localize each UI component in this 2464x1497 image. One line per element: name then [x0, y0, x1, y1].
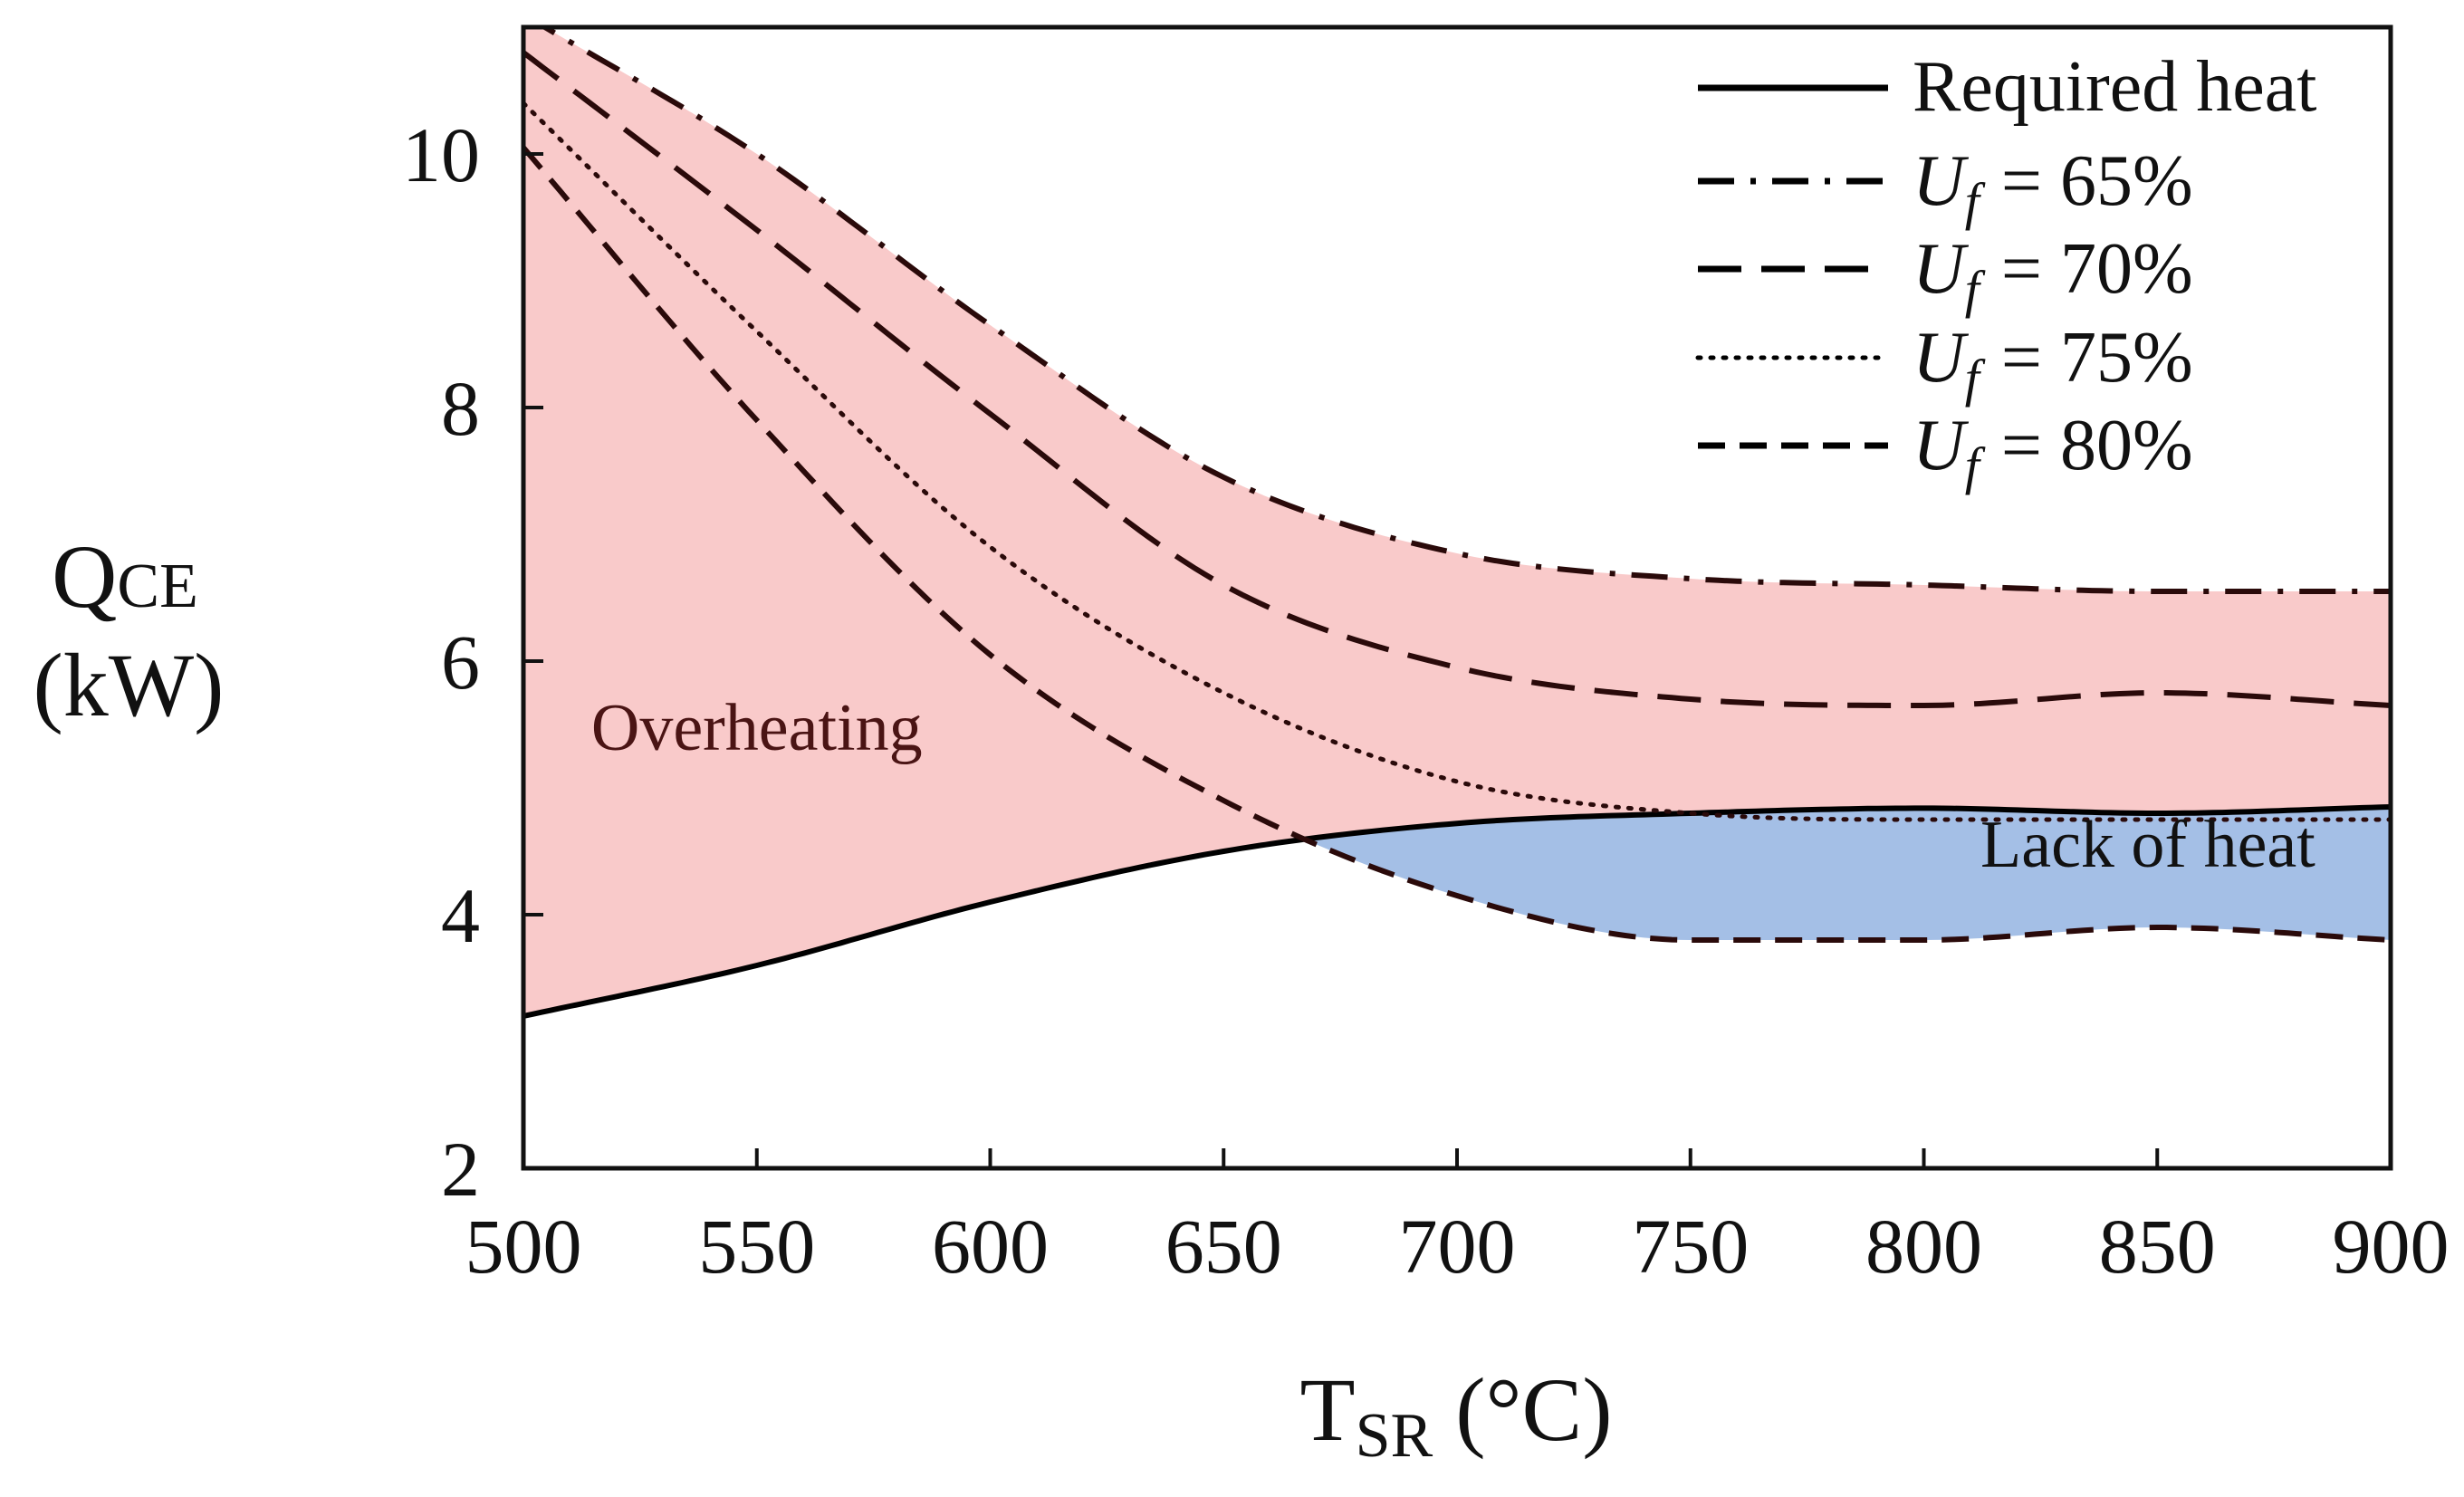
legend-label-uf-75-symbol: U: [1913, 318, 1970, 398]
y-tick-label: 2: [441, 1126, 480, 1213]
x-axis-ticks: 500 550 600 650 700 750 800 850 900: [465, 1148, 2450, 1290]
legend-label-uf-80: Uf = 80%: [1913, 406, 2193, 495]
x-tick-label: 650: [1165, 1203, 1282, 1290]
x-axis-label-main: T: [1299, 1359, 1355, 1460]
y-axis-label-sub: CE: [117, 552, 197, 621]
x-tick-label: 600: [932, 1203, 1049, 1290]
legend-label-uf-80-symbol: U: [1913, 406, 1970, 485]
x-tick-label: 550: [698, 1203, 815, 1290]
x-axis-label-sub: SR: [1356, 1401, 1433, 1471]
y-axis-label-unit: (kW): [34, 635, 225, 735]
series-line-uf-75: [523, 101, 2391, 822]
series-lines: [523, 27, 2391, 1019]
y-tick-label: 6: [441, 619, 480, 705]
region-lack-of-heat: [1308, 807, 2391, 940]
y-tick-label: 10: [402, 111, 480, 198]
shaded-regions: [523, 27, 2391, 1016]
legend-label-uf-70-symbol: U: [1913, 229, 1970, 309]
series-line-uf-65: [539, 27, 2391, 594]
y-axis-label-main: Q: [52, 526, 117, 627]
x-tick-label: 700: [1399, 1203, 1516, 1290]
x-tick-label: 850: [2099, 1203, 2216, 1290]
series-line-uf-80: [523, 146, 2391, 943]
legend-label-uf-75-sub: f: [1965, 349, 1986, 408]
legend-label-uf-70-sub: f: [1965, 260, 1986, 319]
legend-label-uf-65: Uf = 65%: [1913, 141, 2193, 231]
legend-label-uf-80-sub: f: [1965, 437, 1986, 495]
legend-label-uf-65-sub: f: [1965, 172, 1986, 231]
x-tick-label: 800: [1865, 1203, 1982, 1290]
region-label-overheating: Overheating: [591, 691, 923, 765]
y-tick-label: 8: [441, 365, 480, 452]
x-axis-label: TSR (°C): [1299, 1359, 1612, 1471]
legend-label-uf-75: Uf = 75%: [1913, 318, 2193, 408]
x-axis-label-unit: (°C): [1433, 1359, 1612, 1460]
legend-label-required-heat: Required heat: [1913, 47, 2316, 127]
series-line-uf-70: [523, 50, 2391, 708]
region-label-lack-of-heat: Lack of heat: [1980, 808, 2315, 882]
legend-label-uf-70-value: = 70%: [2001, 229, 2193, 309]
x-tick-label: 900: [2333, 1203, 2450, 1290]
x-tick-label: 500: [465, 1203, 582, 1290]
region-overheating: [523, 27, 2391, 1016]
y-axis-ticks: 2 4 6 8 10: [402, 111, 543, 1213]
series-line-required-heat: [523, 804, 2391, 1019]
x-tick-label: 750: [1632, 1203, 1749, 1290]
legend-label-uf-80-value: = 80%: [2001, 406, 2193, 485]
legend-label-uf-65-symbol: U: [1913, 141, 1970, 221]
legend-label-uf-75-value: = 75%: [2001, 318, 2193, 398]
legend-label-uf-70: Uf = 70%: [1913, 229, 2193, 319]
legend: Required heat Uf = 65% Uf = 70% Uf = 75% Uf…: [1695, 47, 2316, 495]
y-tick-label: 4: [441, 872, 480, 959]
legend-label-uf-65-value: = 65%: [2001, 141, 2193, 221]
y-axis-label-main-line: QCE: [52, 526, 198, 627]
